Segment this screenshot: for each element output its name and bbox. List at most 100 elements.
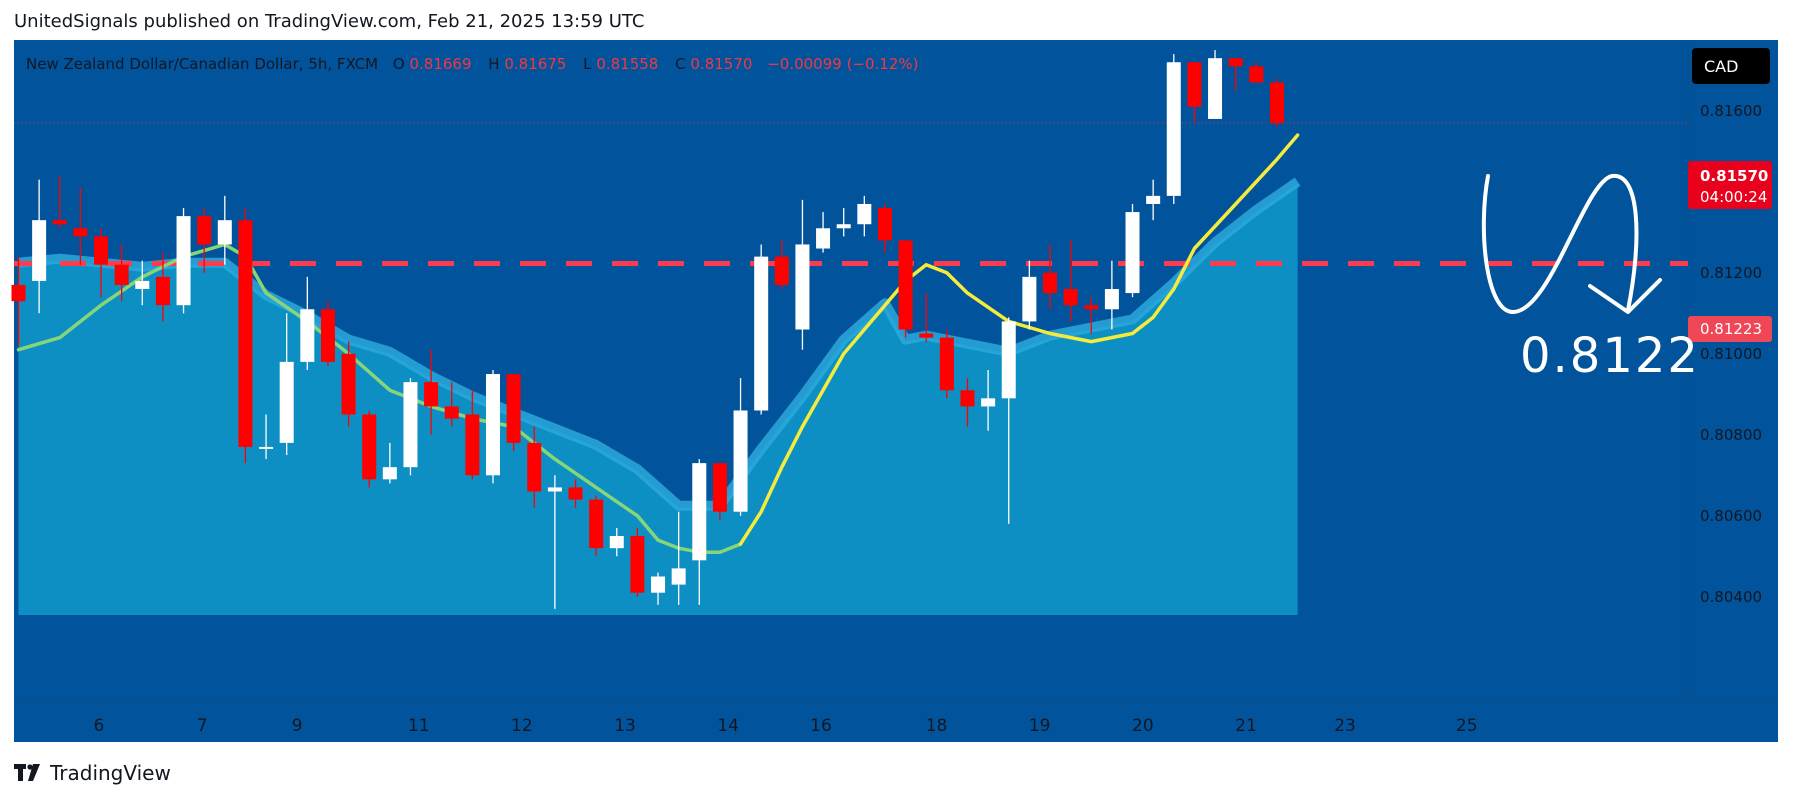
candle — [960, 378, 975, 427]
candle-body — [259, 446, 274, 449]
footer-brand-label: TradingView — [50, 761, 171, 785]
candle-body — [1208, 58, 1223, 119]
candle-body — [1166, 62, 1181, 196]
candle — [898, 240, 913, 338]
publisher-header: UnitedSignals published on TradingView.c… — [14, 11, 645, 32]
candle-body — [795, 244, 810, 330]
candle-body — [1043, 272, 1057, 294]
footer-brand[interactable]: TradingView — [14, 760, 171, 786]
candle-body — [981, 398, 996, 407]
candle-body — [1125, 212, 1140, 294]
candle-body — [651, 576, 666, 593]
legend-l-label: L — [583, 55, 592, 73]
candle — [1146, 179, 1161, 221]
candle — [506, 374, 521, 451]
candle — [589, 495, 604, 557]
time-tick-label: 19 — [1029, 716, 1051, 736]
candle — [754, 244, 769, 415]
candle — [155, 252, 170, 322]
candle — [1208, 50, 1223, 119]
ma-fast-yellow — [738, 133, 1300, 546]
last-price-badge: 0.81570 04:00:24 — [1688, 161, 1772, 209]
candle-body — [73, 228, 88, 237]
legend-c-label: C — [675, 55, 685, 73]
candle-body — [712, 463, 727, 512]
candle — [630, 527, 645, 597]
candle — [527, 426, 542, 508]
price-tick-label: 0.81600 — [1700, 102, 1762, 120]
svg-text:New Zealand Dollar/Canadian Do: New Zealand Dollar/Canadian Dollar, 5h, … — [26, 55, 919, 73]
arrow-path[interactable] — [1481, 173, 1639, 315]
candle — [176, 208, 191, 314]
candle — [547, 475, 562, 609]
candle-body — [836, 224, 851, 229]
candle-body — [919, 333, 934, 338]
candle — [651, 572, 666, 605]
candle-body — [630, 536, 645, 593]
target-annotation: 0.8122 — [1520, 328, 1700, 384]
time-tick-label: 13 — [614, 716, 636, 736]
candle — [217, 195, 232, 265]
candle — [197, 208, 212, 273]
candle-body — [197, 216, 212, 245]
candle-body — [155, 276, 170, 306]
candle — [279, 313, 294, 456]
candle-body — [589, 499, 604, 549]
candle — [52, 175, 67, 229]
candle-body — [754, 256, 769, 411]
candle — [320, 301, 335, 366]
candle-body — [238, 220, 253, 447]
legend-c-value: 0.81570 — [690, 55, 752, 73]
candle-body — [568, 487, 583, 500]
candle-body — [816, 228, 831, 249]
candle — [1166, 54, 1181, 204]
candle-body — [114, 264, 129, 285]
candle — [877, 203, 892, 253]
level-badge-bg — [1688, 316, 1772, 342]
candle — [939, 329, 954, 399]
time-tick-label: 18 — [926, 716, 948, 736]
candle — [1187, 62, 1202, 123]
last-price-label: 0.81570 — [1700, 167, 1768, 185]
candle — [424, 349, 439, 435]
legend-o-label: O — [393, 55, 405, 73]
legend-change: −0.00099 (−0.12%) — [767, 55, 918, 73]
candle-body — [671, 568, 686, 585]
candle-body — [1249, 66, 1264, 83]
candle — [857, 195, 872, 237]
candle-body — [135, 280, 150, 290]
candle — [1084, 297, 1099, 334]
candle-body — [733, 410, 748, 512]
candle — [795, 199, 810, 350]
candle — [1063, 240, 1078, 322]
candle-body — [176, 216, 191, 306]
candle-body — [94, 236, 109, 265]
candle-body — [506, 374, 521, 443]
candle-body — [960, 390, 975, 407]
time-tick-label: 11 — [408, 716, 430, 736]
candle — [485, 369, 500, 484]
candle-body — [485, 374, 500, 476]
time-tick-label: 23 — [1334, 716, 1356, 736]
candle-body — [424, 382, 439, 407]
time-tick-label: 21 — [1235, 716, 1257, 736]
candle — [981, 369, 996, 431]
candle — [1001, 317, 1016, 524]
candle-body — [403, 382, 418, 468]
currency-badge-bg — [1692, 48, 1770, 84]
candles — [11, 50, 1284, 609]
candle — [1104, 260, 1119, 330]
level-badge-label: 0.81223 — [1700, 320, 1762, 338]
currency-badge[interactable]: CAD — [1692, 48, 1770, 84]
arrow-head-icon — [1588, 278, 1662, 314]
candle — [1022, 260, 1037, 330]
level-badge: 0.81223 — [1688, 316, 1772, 342]
candle — [403, 378, 418, 476]
candle — [362, 410, 377, 488]
candle — [712, 463, 727, 520]
legend-symbol: New Zealand Dollar/Canadian Dollar, 5h, … — [26, 55, 378, 73]
price-tick-label: 0.80600 — [1700, 507, 1762, 525]
candle — [238, 208, 253, 464]
candle — [1228, 58, 1243, 91]
